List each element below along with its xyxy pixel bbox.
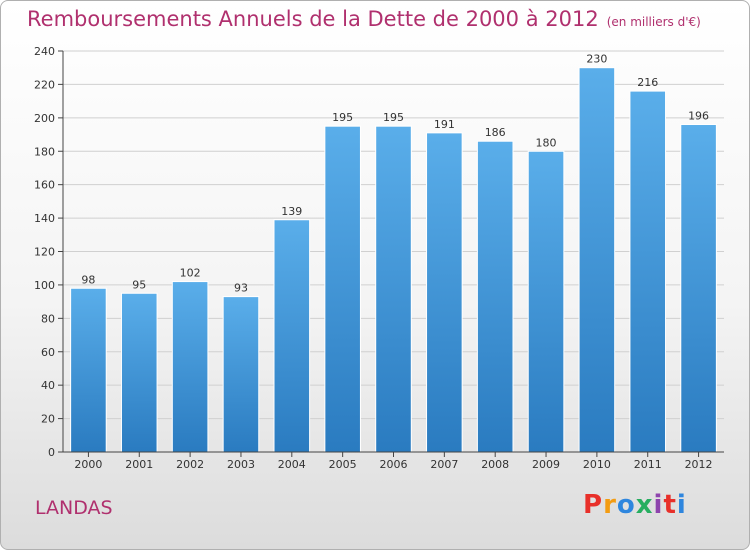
bar bbox=[375, 125, 412, 453]
bar-chart: 0 20 40 60 80 100 120 140 160 180 200 220 240 98 2000… bbox=[34, 45, 724, 471]
bar bbox=[680, 124, 717, 453]
bar-value-label: 93 bbox=[234, 282, 248, 295]
x-tick-label: 2003 bbox=[227, 458, 255, 471]
x-tick-label: 2005 bbox=[329, 458, 357, 471]
x-tick-label: 2012 bbox=[685, 458, 713, 471]
x-tick-label: 2002 bbox=[176, 458, 204, 471]
bar-value-label: 196 bbox=[688, 110, 709, 123]
y-tick-label: 80 bbox=[41, 312, 55, 325]
place-name: LANDAS bbox=[35, 497, 113, 519]
y-tick-label: 140 bbox=[34, 212, 55, 225]
y-tick-label: 200 bbox=[34, 112, 55, 125]
y-tick-label: 40 bbox=[41, 379, 55, 392]
logo-letter: o bbox=[616, 490, 636, 520]
chart-title-row: Remboursements Annuels de la Dette de 20… bbox=[27, 7, 701, 31]
x-tick-label: 2006 bbox=[380, 458, 408, 471]
x-tick-label: 2010 bbox=[583, 458, 611, 471]
proxiti-logo: Proxiti bbox=[583, 490, 687, 520]
bar-value-label: 139 bbox=[281, 205, 302, 218]
x-tick-label: 2009 bbox=[532, 458, 560, 471]
bar-value-label: 102 bbox=[180, 267, 201, 280]
bar bbox=[324, 125, 361, 453]
logo-letter: P bbox=[583, 490, 604, 520]
y-tick-label: 180 bbox=[34, 145, 55, 158]
bar bbox=[70, 287, 107, 453]
logo-letter: r bbox=[603, 490, 617, 520]
chart-title: Remboursements Annuels de la Dette de 20… bbox=[27, 7, 599, 31]
x-tick-label: 2011 bbox=[634, 458, 662, 471]
bar bbox=[426, 132, 463, 453]
bar bbox=[476, 140, 514, 453]
bar bbox=[171, 281, 209, 453]
y-tick-label: 0 bbox=[48, 446, 55, 459]
logo-letter: t bbox=[663, 490, 677, 520]
logo-letter: i bbox=[653, 490, 664, 520]
chart-labels: 98 2000 95 2001 102 2002 93 2003 139 2004 195 2005 1… bbox=[74, 53, 712, 471]
bar-value-label: 186 bbox=[485, 126, 506, 139]
bar bbox=[222, 296, 260, 453]
x-tick-label: 2004 bbox=[278, 458, 306, 471]
bar bbox=[120, 292, 158, 453]
bar-value-label: 98 bbox=[81, 273, 95, 286]
x-tick-label: 2008 bbox=[481, 458, 509, 471]
logo-letter: x bbox=[635, 490, 654, 520]
bar bbox=[273, 219, 311, 453]
bar-value-label: 216 bbox=[637, 76, 658, 89]
chart-unit: (en milliers d'€) bbox=[606, 15, 701, 29]
bar bbox=[527, 150, 565, 453]
bar-value-label: 95 bbox=[132, 278, 146, 291]
bar bbox=[578, 67, 616, 453]
y-tick-label: 220 bbox=[34, 78, 55, 91]
y-tick-label: 60 bbox=[41, 346, 55, 359]
chart-bars bbox=[70, 67, 717, 453]
bar-value-label: 191 bbox=[434, 118, 455, 131]
y-tick-label: 240 bbox=[34, 45, 55, 58]
bar-value-label: 195 bbox=[332, 111, 353, 124]
bar-value-label: 230 bbox=[586, 53, 607, 66]
y-tick-label: 160 bbox=[34, 179, 55, 192]
x-tick-label: 2000 bbox=[74, 458, 102, 471]
y-tick-label: 20 bbox=[41, 413, 55, 426]
y-tick-label: 100 bbox=[34, 279, 55, 292]
bar-value-label: 195 bbox=[383, 111, 404, 124]
bar-value-label: 180 bbox=[536, 136, 557, 149]
chart-axes: 0 20 40 60 80 100 120 140 160 180 200 220 240 bbox=[34, 45, 724, 459]
x-tick-label: 2007 bbox=[430, 458, 458, 471]
bar bbox=[629, 90, 667, 453]
logo-letter: i bbox=[676, 490, 687, 520]
y-tick-label: 120 bbox=[34, 246, 55, 259]
x-tick-label: 2001 bbox=[125, 458, 153, 471]
